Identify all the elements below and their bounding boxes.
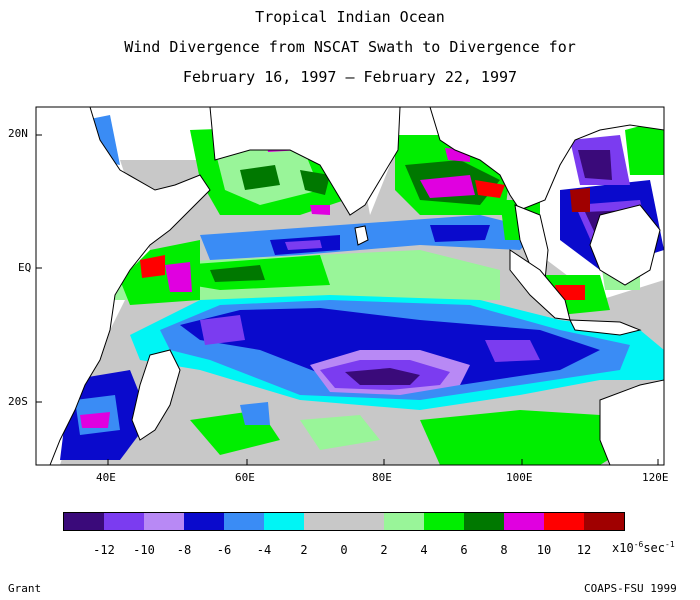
author-credit: Grant: [8, 582, 42, 595]
southeast-asia-coast: [429, 107, 664, 211]
map-date-range: February 16, 1997 – February 22, 1997: [182, 68, 518, 86]
legend-swatch: [504, 513, 544, 530]
institution-credit: COAPS-FSU 1999: [584, 582, 677, 595]
lon-label-60e: 60E: [235, 471, 255, 484]
legend-swatch: [424, 513, 464, 530]
madagascar: [131, 349, 181, 441]
legend-tick-label: -8: [176, 543, 192, 557]
india-coast: [209, 107, 401, 216]
map-frame: [35, 106, 665, 466]
legend-tick-label: 10: [536, 543, 552, 557]
legend-swatch: [224, 513, 264, 530]
legend-swatch: [584, 513, 624, 530]
legend-tick-label: -4: [256, 543, 272, 557]
units-label: x10-6sec-1: [612, 540, 675, 555]
legend-swatch: [144, 513, 184, 530]
legend-swatch: [64, 513, 104, 530]
sumatra: [509, 249, 571, 321]
legend-tick-label: -10: [133, 543, 155, 557]
legend-swatch: [464, 513, 504, 530]
lat-label-eq: EQ: [18, 261, 32, 274]
axis-ticks: [36, 134, 659, 465]
sri-lanka: [354, 225, 369, 246]
lat-label-20s: 20S: [8, 395, 28, 408]
legend-tick-label: 4: [420, 543, 428, 557]
legend-swatch: [184, 513, 224, 530]
legend-tick-label: 2: [300, 543, 308, 557]
legend-tick-label: 0: [340, 543, 348, 557]
legend-tick-label: -12: [93, 543, 115, 557]
legend-swatch: [544, 513, 584, 530]
legend-swatch: [104, 513, 144, 530]
lon-label-40e: 40E: [96, 471, 116, 484]
legend-tick-label: 2: [380, 543, 388, 557]
borneo: [589, 204, 661, 286]
legend-swatch: [344, 513, 384, 530]
lon-label-100e: 100E: [506, 471, 533, 484]
legend-swatch: [304, 513, 344, 530]
land-masses: [36, 107, 664, 465]
legend-tick-label: -6: [216, 543, 232, 557]
legend-swatch: [384, 513, 424, 530]
legend-tick-label: 8: [500, 543, 508, 557]
africa-coast: [36, 107, 211, 465]
legend-swatch: [264, 513, 304, 530]
divergence-field: [36, 107, 664, 465]
australia-coast: [599, 379, 664, 465]
lon-label-120e: 120E: [642, 471, 669, 484]
legend-tick-label: 6: [460, 543, 468, 557]
legend-tick-label: 12: [576, 543, 592, 557]
map-subtitle: Wind Divergence from NSCAT Swath to Dive…: [124, 38, 576, 56]
java: [569, 319, 642, 336]
map-title: Tropical Indian Ocean: [255, 8, 445, 26]
lat-label-20n: 20N: [8, 127, 28, 140]
color-legend-bar: [63, 512, 625, 531]
lon-label-80e: 80E: [372, 471, 392, 484]
